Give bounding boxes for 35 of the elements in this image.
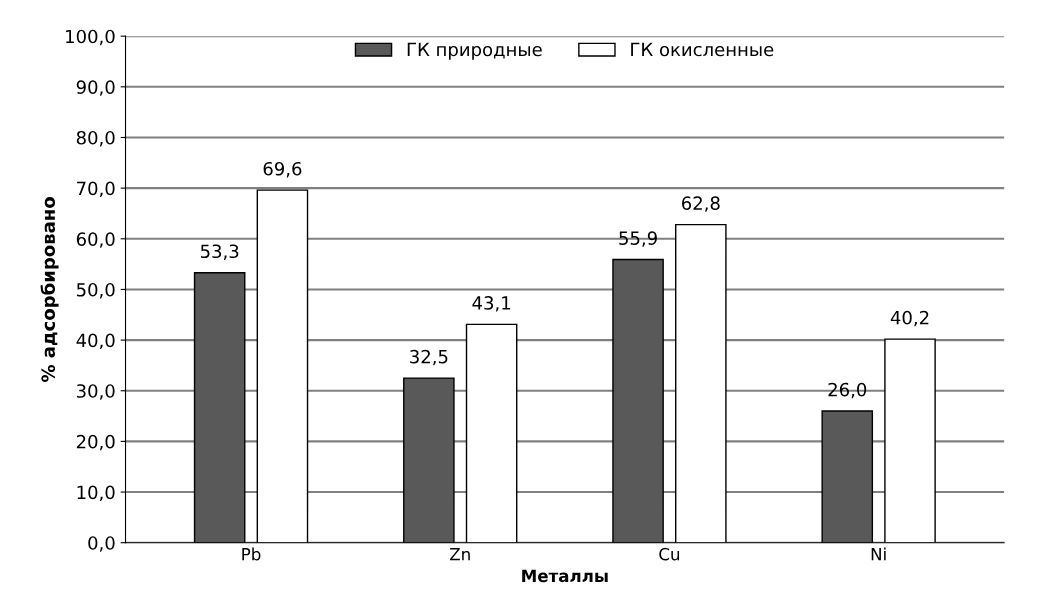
bar [821, 410, 874, 543]
data-label: 40,2 [890, 310, 929, 327]
y-tick-label: 90,0 [76, 80, 115, 96]
x-axis-title: Металлы [522, 569, 608, 583]
legend-label: ГК окисленные [631, 42, 774, 57]
x-tick-label: Zn [450, 548, 470, 561]
legend-label: ГК природные [407, 42, 542, 60]
data-label: 32,5 [410, 349, 448, 366]
bar [612, 258, 664, 543]
y-tick-label: 100,0 [66, 29, 115, 46]
data-label: 43,1 [472, 296, 511, 312]
bar [465, 323, 518, 543]
y-tick-label: 30,0 [76, 384, 115, 400]
bar [675, 223, 727, 543]
y-tick-label: 20,0 [76, 434, 115, 451]
bar [403, 377, 455, 543]
x-tick-label: Ni [871, 547, 886, 561]
bar [256, 189, 309, 543]
y-tick-label: 0,0 [88, 536, 115, 552]
data-label: 53,3 [200, 244, 239, 260]
data-label: 69,6 [263, 161, 302, 178]
data-label: 26,0 [828, 382, 867, 399]
y-tick-label: 80,0 [76, 130, 115, 147]
y-tick-label: 50,0 [76, 282, 115, 299]
data-label: 62,8 [681, 196, 720, 212]
y-tick-label: 10,0 [77, 485, 115, 502]
data-label: 55,9 [619, 231, 657, 247]
bar [884, 338, 936, 543]
y-tick-label: 40,0 [76, 333, 115, 350]
y-tick-label: 70,0 [77, 181, 115, 198]
bar [193, 272, 246, 543]
y-axis-title: % адсорбировано [40, 197, 59, 382]
x-tick-label: Pb [242, 547, 261, 561]
y-tick-label: 60,0 [76, 232, 115, 248]
x-tick-label: Cu [659, 547, 680, 561]
